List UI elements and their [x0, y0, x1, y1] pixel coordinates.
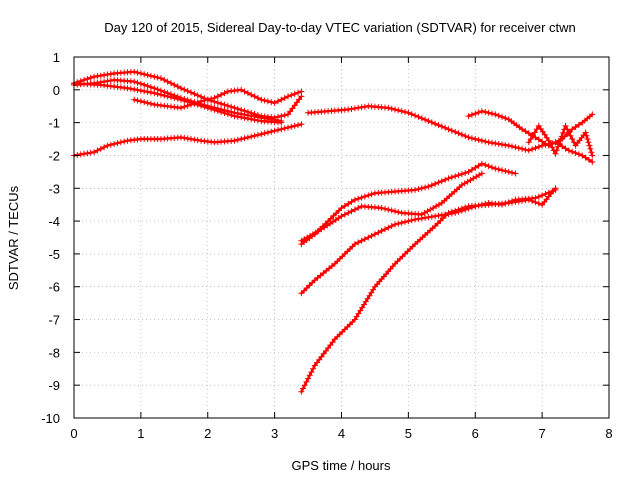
x-tick-label: 2	[204, 426, 211, 441]
y-tick-label: -2	[48, 148, 60, 163]
series-group	[71, 68, 596, 395]
series-track-9	[298, 160, 519, 248]
chart-title: Day 120 of 2015, Sidereal Day-to-day VTE…	[104, 20, 576, 35]
x-tick-label: 1	[137, 426, 144, 441]
y-tick-label: -10	[41, 411, 60, 426]
tick-marks	[73, 56, 610, 419]
y-tick-label: -9	[48, 378, 60, 393]
series-track-12	[298, 185, 559, 395]
x-tick-label: 8	[605, 426, 612, 441]
series-track-6	[305, 103, 596, 165]
y-tick-labels: -10-9-8-7-6-5-4-3-2-101	[41, 50, 60, 426]
y-tick-label: -6	[48, 280, 60, 295]
x-tick-label: 3	[271, 426, 278, 441]
series-markers	[298, 185, 559, 395]
y-tick-label: -7	[48, 313, 60, 328]
series-markers	[465, 108, 596, 149]
y-tick-label: -1	[48, 116, 60, 131]
series-markers	[525, 122, 596, 159]
series-markers	[298, 170, 485, 244]
series-track-4	[131, 86, 305, 111]
y-axis-label: SDTVAR / TECUs	[6, 185, 21, 290]
y-tick-label: -4	[48, 214, 60, 229]
series-markers	[131, 86, 305, 111]
x-tick-label: 5	[405, 426, 412, 441]
x-tick-labels: 0 1 2 3 4 5 6 7 8	[70, 426, 612, 441]
series-track-7	[465, 108, 596, 149]
y-tick-label: 1	[53, 50, 60, 65]
y-tick-label: -3	[48, 181, 60, 196]
series-markers	[305, 103, 596, 165]
x-tick-label: 6	[472, 426, 479, 441]
series-track-10	[298, 170, 485, 244]
y-tick-label: 0	[53, 83, 60, 98]
x-tick-label: 0	[70, 426, 77, 441]
y-tick-label: -8	[48, 345, 60, 360]
x-tick-label: 7	[539, 426, 546, 441]
x-axis-label: GPS time / hours	[292, 458, 391, 473]
x-tick-label: 4	[338, 426, 345, 441]
series-track-8	[525, 122, 596, 159]
y-tick-label: -5	[48, 247, 60, 262]
